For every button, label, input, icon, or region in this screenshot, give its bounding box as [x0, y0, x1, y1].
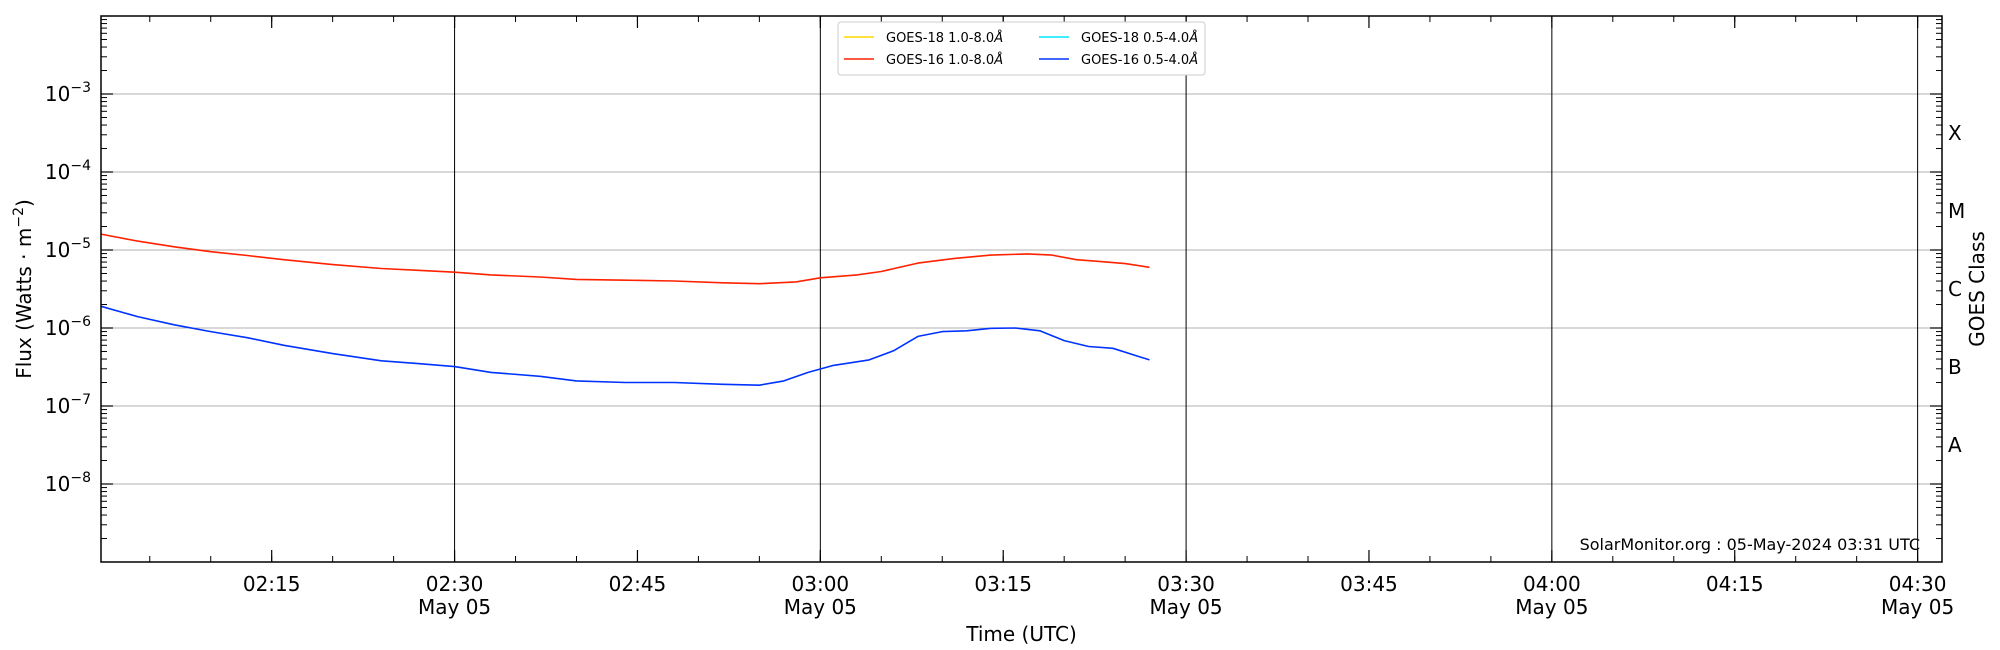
legend-entry-unit: Å: [1188, 52, 1198, 68]
x-axis-label: Time (UTC): [965, 622, 1077, 646]
legend-entry-name: GOES-18 1.0-8.0: [886, 31, 994, 46]
y-tick-exponent: −5: [70, 236, 91, 252]
x-tick-date-label: May 05: [1150, 595, 1223, 619]
goes-class-axis-label: GOES Class: [1965, 231, 1989, 347]
y-tick-base: 10: [45, 238, 70, 262]
y-tick-exponent: −4: [70, 158, 91, 174]
x-tick-label: 02:30: [426, 572, 484, 596]
x-tick-date-label: May 05: [418, 595, 491, 619]
legend-entry: GOES-18 0.5-4.0Å: [1081, 30, 1198, 46]
y-axis-label-text: Flux (Watts · m: [12, 228, 36, 379]
plot-frame: [100, 15, 1943, 563]
legend-entry-name: GOES-16 0.5-4.0: [1081, 53, 1189, 68]
x-tick-date-label: May 05: [1515, 595, 1588, 619]
y-axis-label-exponent: −2: [11, 207, 27, 228]
y-tick-base: 10: [45, 472, 70, 496]
legend-entry-unit: Å: [1188, 30, 1198, 46]
y-tick-label: 10−8: [45, 470, 91, 496]
series-layer: [100, 233, 1150, 386]
y-tick-exponent: −8: [70, 470, 91, 486]
y-tick-base: 10: [45, 82, 70, 106]
y-tick-base: 10: [45, 316, 70, 340]
x-tick-label: 02:45: [609, 572, 667, 596]
y-tick-label: 10−3: [45, 80, 91, 106]
x-tick-label: 03:15: [974, 572, 1032, 596]
x-tick-date-label: May 05: [784, 595, 857, 619]
goes-class-label: B: [1948, 355, 1962, 379]
goes-class-label: M: [1948, 199, 1965, 223]
x-tick-label: 02:15: [243, 572, 301, 596]
y-tick-exponent: −7: [70, 392, 91, 408]
series-line: [100, 305, 1150, 386]
y-axis-label-close: ): [12, 199, 36, 207]
legend-entry: GOES-16 0.5-4.0Å: [1081, 52, 1198, 68]
credit-text: SolarMonitor.org : 05-May-2024 03:31 UTC: [1580, 535, 1920, 554]
y-tick-base: 10: [45, 394, 70, 418]
goes-class-label: X: [1948, 121, 1962, 145]
x-tick-label: 04:30: [1889, 572, 1947, 596]
legend-entry: GOES-18 1.0-8.0Å: [886, 30, 1003, 46]
y-axis-label: Flux (Watts · m−2): [11, 199, 36, 379]
series-line: [100, 233, 1150, 285]
y-tick-label: 10−7: [45, 392, 91, 418]
y-tick-exponent: −3: [70, 80, 91, 96]
x-tick-label: 04:15: [1706, 572, 1764, 596]
y-tick-base: 10: [45, 160, 70, 184]
x-tick-label: 04:00: [1523, 572, 1581, 596]
y-tick-label: 10−5: [45, 236, 91, 262]
legend-entry-unit: Å: [993, 30, 1003, 46]
x-tick-date-label: May 05: [1881, 595, 1954, 619]
y-tick-label: 10−4: [45, 158, 91, 184]
grid-layer: [101, 16, 1942, 562]
tick-layer: [101, 16, 1942, 562]
legend-box: [837, 21, 1206, 76]
y-tick-exponent: −6: [70, 314, 91, 330]
y-tick-label: 10−6: [45, 314, 91, 340]
x-tick-label: 03:00: [792, 572, 850, 596]
x-tick-label: 03:45: [1340, 572, 1398, 596]
goes-class-label: C: [1948, 277, 1962, 301]
legend-entry-unit: Å: [993, 52, 1003, 68]
x-tick-label: 03:30: [1157, 572, 1215, 596]
legend-entry-name: GOES-18 0.5-4.0: [1081, 31, 1189, 46]
legend-entry-name: GOES-16 1.0-8.0: [886, 53, 994, 68]
goes-class-label: A: [1948, 433, 1962, 457]
legend-entry: GOES-16 1.0-8.0Å: [886, 52, 1003, 68]
